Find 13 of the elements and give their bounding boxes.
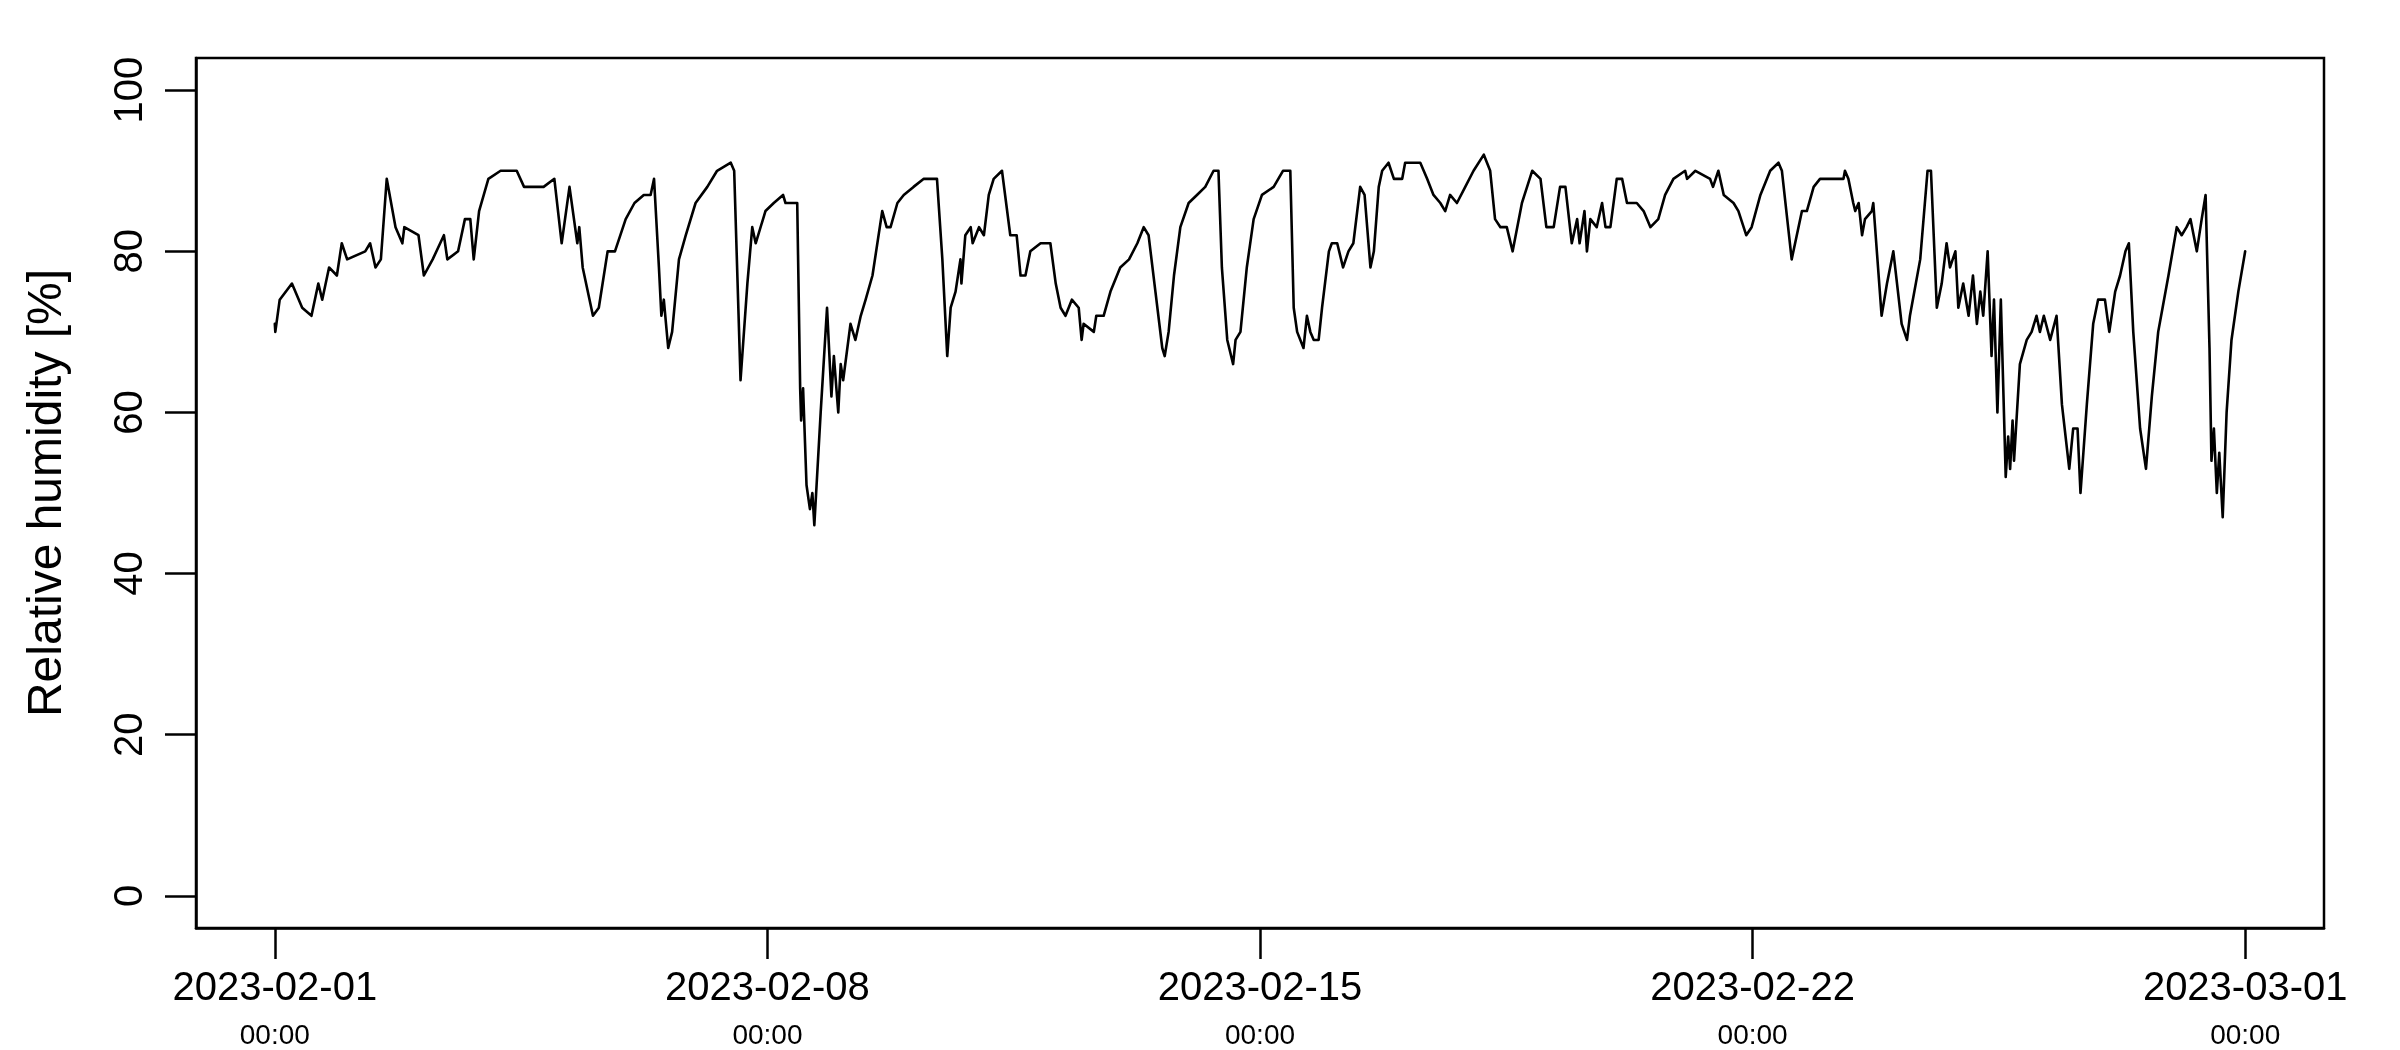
x-tick-label: 2023-03-01 00:00 [2142,964,2348,1050]
y-tick-label: 20 [106,712,150,757]
x-tick-label: 2023-02-22 00:00 [1650,964,1855,1050]
y-tick-label: 40 [106,551,150,596]
y-tick-label: 0 [106,884,150,907]
y-axis-title: Relative humidity [%] [17,268,71,718]
line-series [273,153,2247,527]
y-tick-label: 80 [106,229,150,274]
x-tick-label: 2023-02-01 00:00 [172,964,378,1050]
x-tick-label: 2023-02-08 00:00 [665,964,870,1050]
y-tick-label: 100 [106,56,150,124]
x-tick-label: 2023-02-15 00:00 [1157,964,1363,1050]
y-tick-label: 60 [106,390,150,435]
